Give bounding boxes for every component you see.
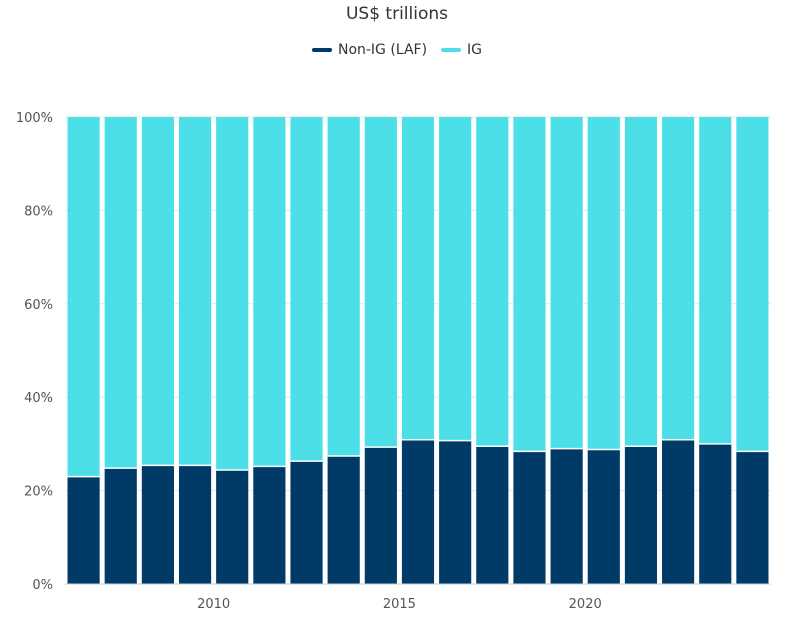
bar-ig-2013[interactable] [327,117,360,457]
bar-ig-2017[interactable] [476,117,509,447]
x-tick-label-2010: 2010 [197,597,230,612]
bar-non-ig-2021[interactable] [624,446,658,584]
bar-ig-2012[interactable] [290,117,323,462]
bar-ig-2014[interactable] [364,117,397,448]
x-tick-label-2020: 2020 [569,597,602,612]
legend-label-non-ig: Non-IG (LAF) [337,42,428,58]
bar-non-ig-2023[interactable] [699,443,732,584]
bar-ig-2007[interactable] [104,117,137,469]
legend: Non-IG (LAF) IG [0,42,794,58]
legend-swatch-non-ig [311,48,332,52]
chart-title: US$ trillions [345,4,449,24]
bar-non-ig-2011[interactable] [253,466,286,584]
bar-non-ig-2007[interactable] [104,468,137,584]
bar-non-ig-2010[interactable] [216,470,249,584]
bar-ig-2015[interactable] [401,117,435,440]
x-tick-label-2015: 2015 [383,597,416,612]
legend-label-ig: IG [467,42,483,58]
bar-ig-2008[interactable] [141,117,174,466]
bar-non-ig-2006[interactable] [67,476,100,584]
bar-non-ig-2014[interactable] [364,447,397,584]
bar-ig-2009[interactable] [178,117,212,466]
bar-ig-2010[interactable] [216,117,249,471]
bar-ig-2023[interactable] [699,117,732,444]
bar-non-ig-2020[interactable] [587,449,620,584]
y-tick-label-80: 80% [24,204,53,219]
bar-ig-2021[interactable] [624,117,658,447]
bar-non-ig-2022[interactable] [662,439,695,584]
bar-ig-2016[interactable] [439,117,472,441]
y-tick-label-40: 40% [24,391,53,406]
bar-non-ig-2012[interactable] [290,461,323,584]
y-tick-label-100: 100% [16,111,53,126]
bar-ig-2020[interactable] [587,117,620,450]
bar-ig-2019[interactable] [550,117,583,449]
bar-ig-2018[interactable] [513,117,546,452]
legend-swatch-ig [441,48,462,52]
y-tick-label-60: 60% [24,298,53,313]
bar-ig-2024[interactable] [736,117,769,452]
bar-non-ig-2019[interactable] [550,448,583,584]
bar-non-ig-2009[interactable] [178,465,212,584]
y-tick-label-0: 0% [32,578,53,593]
bar-non-ig-2013[interactable] [327,456,360,584]
bar-non-ig-2008[interactable] [141,465,174,584]
bar-non-ig-2024[interactable] [736,451,769,584]
bar-ig-2011[interactable] [253,117,286,467]
legend-item-non-ig[interactable]: Non-IG (LAF) [311,42,428,58]
bar-ig-2006[interactable] [67,117,100,477]
bar-ig-2022[interactable] [662,117,695,440]
bar-non-ig-2018[interactable] [513,451,546,584]
legend-item-ig[interactable]: IG [441,42,482,58]
y-tick-label-20: 20% [24,485,53,500]
bar-non-ig-2015[interactable] [401,439,435,584]
bar-non-ig-2016[interactable] [439,440,472,584]
bar-non-ig-2017[interactable] [476,446,509,584]
